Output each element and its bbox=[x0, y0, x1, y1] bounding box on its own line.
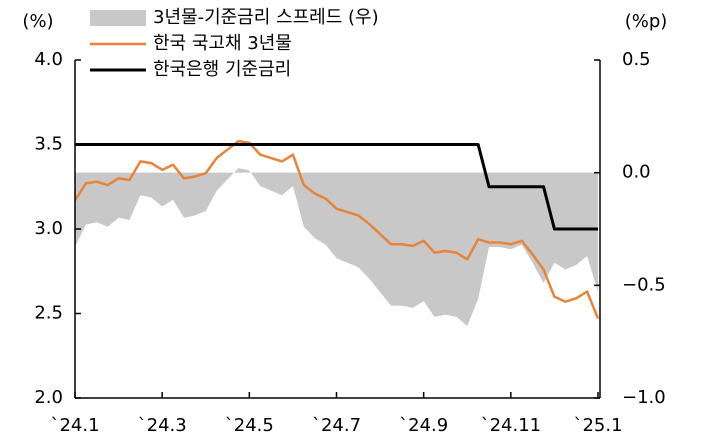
y-tick-label: 2.5 bbox=[34, 303, 63, 324]
y-tick-label: 3.0 bbox=[34, 218, 63, 239]
x-tick-label: `24.1 bbox=[50, 415, 99, 436]
x-tick-label: `24.3 bbox=[138, 415, 187, 436]
y2-tick-label: 0.5 bbox=[622, 49, 651, 70]
series-line bbox=[73, 139, 600, 320]
y-tick-label: 2.0 bbox=[34, 387, 63, 408]
y2-tick-label: −1.0 bbox=[622, 387, 666, 408]
y2-tick-label: 0.0 bbox=[622, 162, 651, 183]
legend-label: 한국은행 기준금리 bbox=[153, 59, 291, 80]
legend-label: 3년물-기준금리 스프레드 (우) bbox=[153, 7, 379, 28]
legend-swatch bbox=[90, 10, 146, 26]
x-tick-label: `25.1 bbox=[573, 415, 622, 436]
spread-area bbox=[75, 168, 598, 326]
legend-label: 한국 국고채 3년물 bbox=[153, 33, 292, 54]
x-tick-label: `24.9 bbox=[399, 415, 448, 436]
y-tick-label: 3.5 bbox=[34, 134, 63, 155]
y-axis-label: (%) bbox=[22, 11, 53, 32]
x-tick-label: `24.7 bbox=[312, 415, 361, 436]
x-tick-label: `24.5 bbox=[225, 415, 274, 436]
series-line bbox=[75, 143, 598, 231]
x-tick-label: `24.11 bbox=[481, 415, 542, 436]
y2-axis-label: (%p) bbox=[625, 11, 668, 32]
y2-tick-label: −0.5 bbox=[622, 274, 666, 295]
y-tick-label: 4.0 bbox=[34, 49, 63, 70]
